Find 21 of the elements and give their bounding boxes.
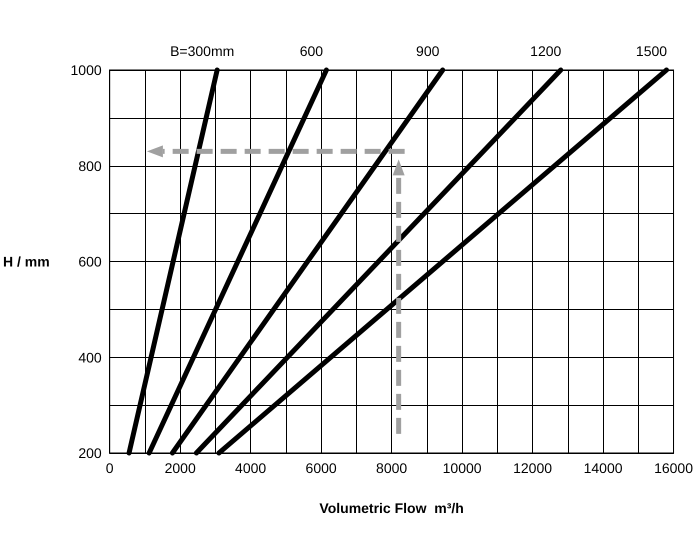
y-axis-title: H / mm [2,254,50,270]
y-tick-label: 1000 [70,62,102,78]
x-tick-label: 16000 [654,460,694,476]
x-axis-title: Volumetric Flow m³/h [319,500,464,516]
x-tick-label: 4000 [235,460,266,476]
x-tick-label: 10000 [442,460,482,476]
series-label: 600 [300,43,324,59]
x-tick-label: 12000 [513,460,552,476]
x-tick-label: 8000 [376,460,408,476]
series-label: B=300mm [170,43,234,59]
x-tick-label: 0 [106,460,114,476]
x-tick-label: 2000 [164,460,196,476]
series-label: 1500 [636,43,668,59]
y-tick-label: 600 [78,254,102,270]
x-tick-label: 14000 [584,460,623,476]
y-tick-label: 800 [78,158,102,174]
y-tick-label: 200 [78,445,102,461]
y-tick-label: 400 [78,349,102,366]
series-label: 900 [416,43,440,59]
series-label: 1200 [530,43,562,59]
x-tick-label: 6000 [306,460,337,476]
